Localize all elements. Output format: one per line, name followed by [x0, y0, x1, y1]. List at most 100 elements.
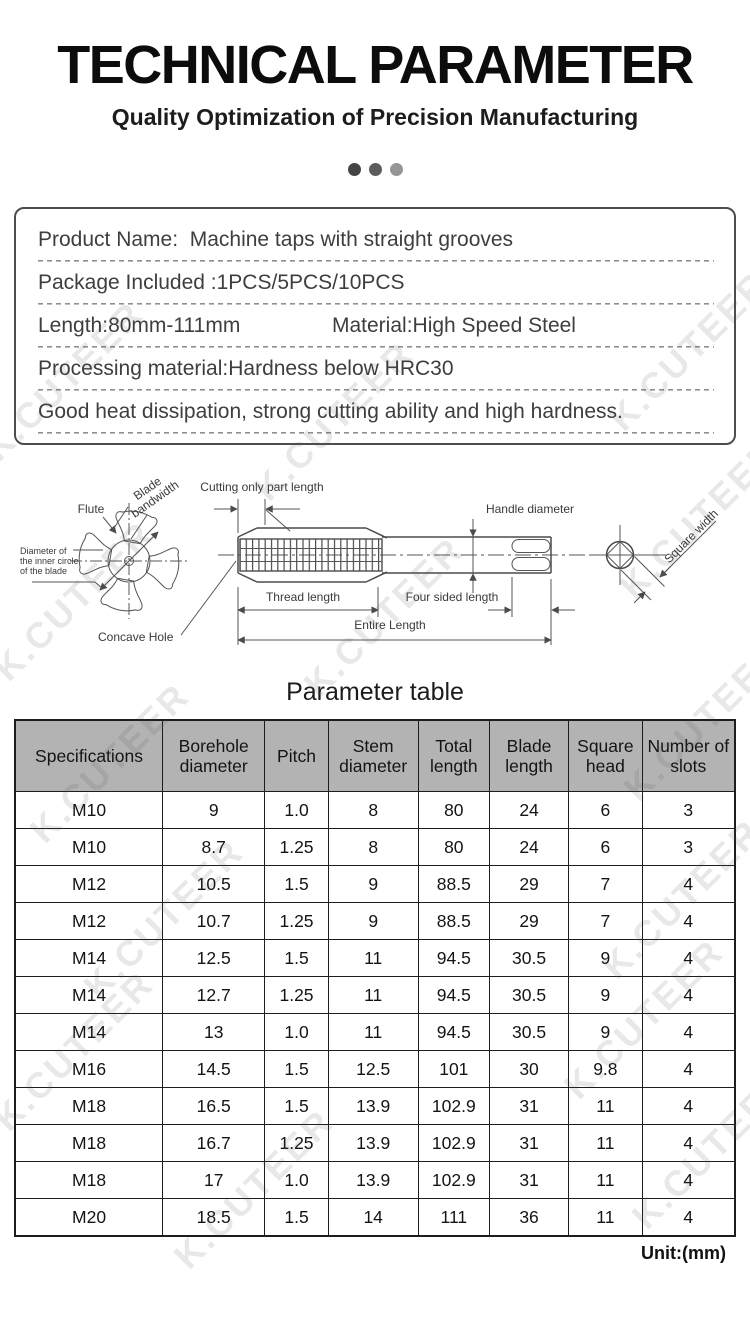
- table-cell: 12.7: [162, 976, 266, 1014]
- table-cell: M10: [14, 791, 164, 829]
- dot-icon: [389, 163, 403, 176]
- parameter-table: Specifications Borehole diameter Pitch Stem…: [14, 719, 736, 1237]
- table-cell: 31: [488, 1161, 570, 1199]
- unit-note: Unit:(mm): [641, 1243, 726, 1263]
- table-cell: M12: [14, 865, 164, 903]
- table-cell: 1.25: [264, 828, 329, 866]
- info-row-package: Package Included :1PCS/5PCS/10PCS: [38, 271, 405, 294]
- thread-length-label: Thread length: [266, 590, 340, 604]
- table-cell: 9: [327, 902, 419, 940]
- table-cell: 101: [417, 1050, 490, 1088]
- info-row-length-material: Length:80mm-111mm Material:High Speed Ste…: [38, 307, 714, 341]
- table-cell: 11: [568, 1198, 643, 1237]
- table-cell: 6: [568, 828, 643, 866]
- table-cell: 4: [641, 1087, 736, 1125]
- dashed-divider: [38, 303, 714, 305]
- table-cell: 1.0: [264, 791, 329, 829]
- column-header: Square head: [568, 719, 643, 792]
- table-cell: M14: [14, 939, 164, 977]
- table-cell: 9: [162, 791, 266, 829]
- table-cell: M18: [14, 1087, 164, 1125]
- table-cell: 36: [488, 1198, 570, 1237]
- info-row-benefits: Good heat dissipation, strong cutting ab…: [38, 400, 623, 423]
- entire-length-label: Entire Length: [354, 618, 425, 632]
- info-row-processing: Processing material:Hardness below HRC30: [38, 357, 454, 380]
- table-cell: 4: [641, 1124, 736, 1162]
- table-cell: 8.7: [162, 828, 266, 866]
- dashed-divider: [38, 389, 714, 391]
- inner-circle-label-3: of the blade: [20, 566, 67, 576]
- side-view: Cutting only part length Handle diameter…: [200, 480, 672, 645]
- table-cell: 11: [327, 939, 419, 977]
- table-cell: 102.9: [417, 1124, 490, 1162]
- table-cell: 7: [568, 865, 643, 903]
- table-cell: 102.9: [417, 1087, 490, 1125]
- table-cell: 13.9: [327, 1124, 419, 1162]
- table-cell: 4: [641, 1013, 736, 1051]
- cutting-length-label: Cutting only part length: [200, 480, 323, 494]
- table-row: M14 12.7 1.25 11 94.5 30.5 9 4: [14, 976, 736, 1014]
- info-row-product-name: Product Name: Machine taps with straight…: [38, 228, 514, 251]
- table-cell: 1.25: [264, 1124, 329, 1162]
- tap-diagram-svg: Flute Blade bandwidth Diameter of the in…: [20, 474, 721, 645]
- table-cell: 30.5: [488, 1013, 570, 1051]
- table-cell: 14.5: [162, 1050, 266, 1088]
- table-row: M18 16.7 1.25 13.9 102.9 31 11 4: [14, 1124, 736, 1162]
- table-cell: 80: [417, 828, 490, 866]
- table-title: Parameter table: [286, 678, 464, 706]
- table-cell: 88.5: [417, 865, 490, 903]
- table-cell: 11: [568, 1161, 643, 1199]
- flute-label: Flute: [78, 502, 105, 516]
- column-header: Specifications: [14, 719, 164, 792]
- table-cell: 12.5: [162, 939, 266, 977]
- column-header: Blade length: [488, 719, 570, 792]
- table-cell: 30: [488, 1050, 570, 1088]
- handle-diameter-label: Handle diameter: [486, 502, 574, 516]
- page-subtitle: Quality Optimization of Precision Manufa…: [111, 104, 639, 130]
- table-cell: 11: [568, 1124, 643, 1162]
- table-cell: 4: [641, 1161, 736, 1199]
- table-cell: 1.5: [264, 1087, 329, 1125]
- table-cell: 24: [488, 791, 570, 829]
- dot-icon: [347, 163, 361, 176]
- table-cell: 94.5: [417, 1013, 490, 1051]
- table-cell: 16.5: [162, 1087, 266, 1125]
- column-header: Number of slots: [641, 719, 736, 792]
- table-cell: 10.5: [162, 865, 266, 903]
- table-cell: 17: [162, 1161, 266, 1199]
- product-info-box: Product Name: Machine taps with straight…: [14, 207, 736, 445]
- table-cell: 16.7: [162, 1124, 266, 1162]
- four-sided-length-label: Four sided length: [406, 590, 499, 604]
- page-header: TECHNICAL PARAMETER Quality Optimization…: [0, 0, 750, 177]
- table-cell: M12: [14, 902, 164, 940]
- dot-icon: [368, 163, 382, 176]
- table-row: M12 10.5 1.5 9 88.5 29 7 4: [14, 865, 736, 903]
- table-row: M10 9 1.0 8 80 24 6 3: [14, 791, 736, 829]
- table-cell: 9: [327, 865, 419, 903]
- table-cell: 8: [327, 828, 419, 866]
- table-row: M18 16.5 1.5 13.9 102.9 31 11 4: [14, 1087, 736, 1125]
- column-header: Borehole diameter: [162, 719, 266, 792]
- table-cell: 29: [488, 865, 570, 903]
- table-cell: 4: [641, 902, 736, 940]
- table-cell: 13.9: [327, 1087, 419, 1125]
- inner-circle-label-1: Diameter of: [20, 546, 67, 556]
- table-cell: 10.7: [162, 902, 266, 940]
- table-cell: 12.5: [327, 1050, 419, 1088]
- table-cell: 8: [327, 791, 419, 829]
- table-cell: 9: [568, 1013, 643, 1051]
- column-header: Pitch: [264, 719, 329, 792]
- technical-diagram: Flute Blade bandwidth Diameter of the in…: [0, 453, 750, 668]
- table-cell: 4: [641, 939, 736, 977]
- table-row: M14 12.5 1.5 11 94.5 30.5 9 4: [14, 939, 736, 977]
- table-cell: M10: [14, 828, 164, 866]
- table-cell: 11: [568, 1087, 643, 1125]
- table-cell: 11: [327, 976, 419, 1014]
- table-cell: 31: [488, 1124, 570, 1162]
- dashed-divider: [38, 260, 714, 262]
- table-cell: 1.5: [264, 1198, 329, 1237]
- table-cell: 1.5: [264, 865, 329, 903]
- inner-circle-label-2: the inner circle: [20, 556, 79, 566]
- material-value: Material:High Speed Steel: [332, 314, 576, 337]
- table-cell: 11: [327, 1013, 419, 1051]
